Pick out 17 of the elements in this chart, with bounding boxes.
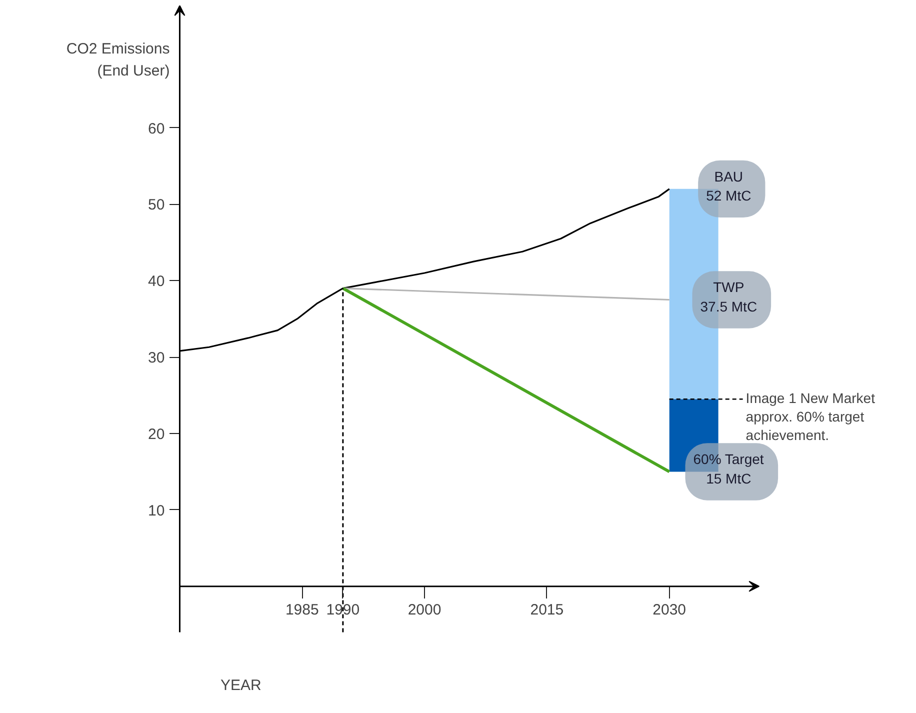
annotation: TWP 37.5 MtC bbox=[700, 279, 758, 314]
y-tick-label: 50 bbox=[148, 196, 165, 214]
x-axis-title: YEAR bbox=[220, 677, 262, 694]
x-tick-label: 2015 bbox=[530, 601, 564, 618]
y-tick-label: 20 bbox=[148, 426, 165, 443]
annotation: BAU 52 MtC bbox=[706, 168, 752, 204]
x-tick-label: 2000 bbox=[408, 601, 442, 618]
x-tick-label: 1990 bbox=[326, 601, 360, 618]
y-tick-label: 40 bbox=[148, 273, 165, 290]
x-tick-label: 1985 bbox=[285, 601, 319, 618]
y-tick-label: 10 bbox=[148, 502, 165, 520]
annotation: 60% Target 15 MtC bbox=[693, 451, 764, 486]
x-tick-label: 2030 bbox=[652, 601, 686, 618]
ref-line-label: Image 1 New Market approx. 60% target achievement. bbox=[746, 390, 876, 443]
y-axis-title: CO2 Emissions (End User) bbox=[66, 40, 170, 80]
y-tick-label: 60 bbox=[148, 120, 165, 138]
y-tick-label: 30 bbox=[148, 350, 165, 367]
